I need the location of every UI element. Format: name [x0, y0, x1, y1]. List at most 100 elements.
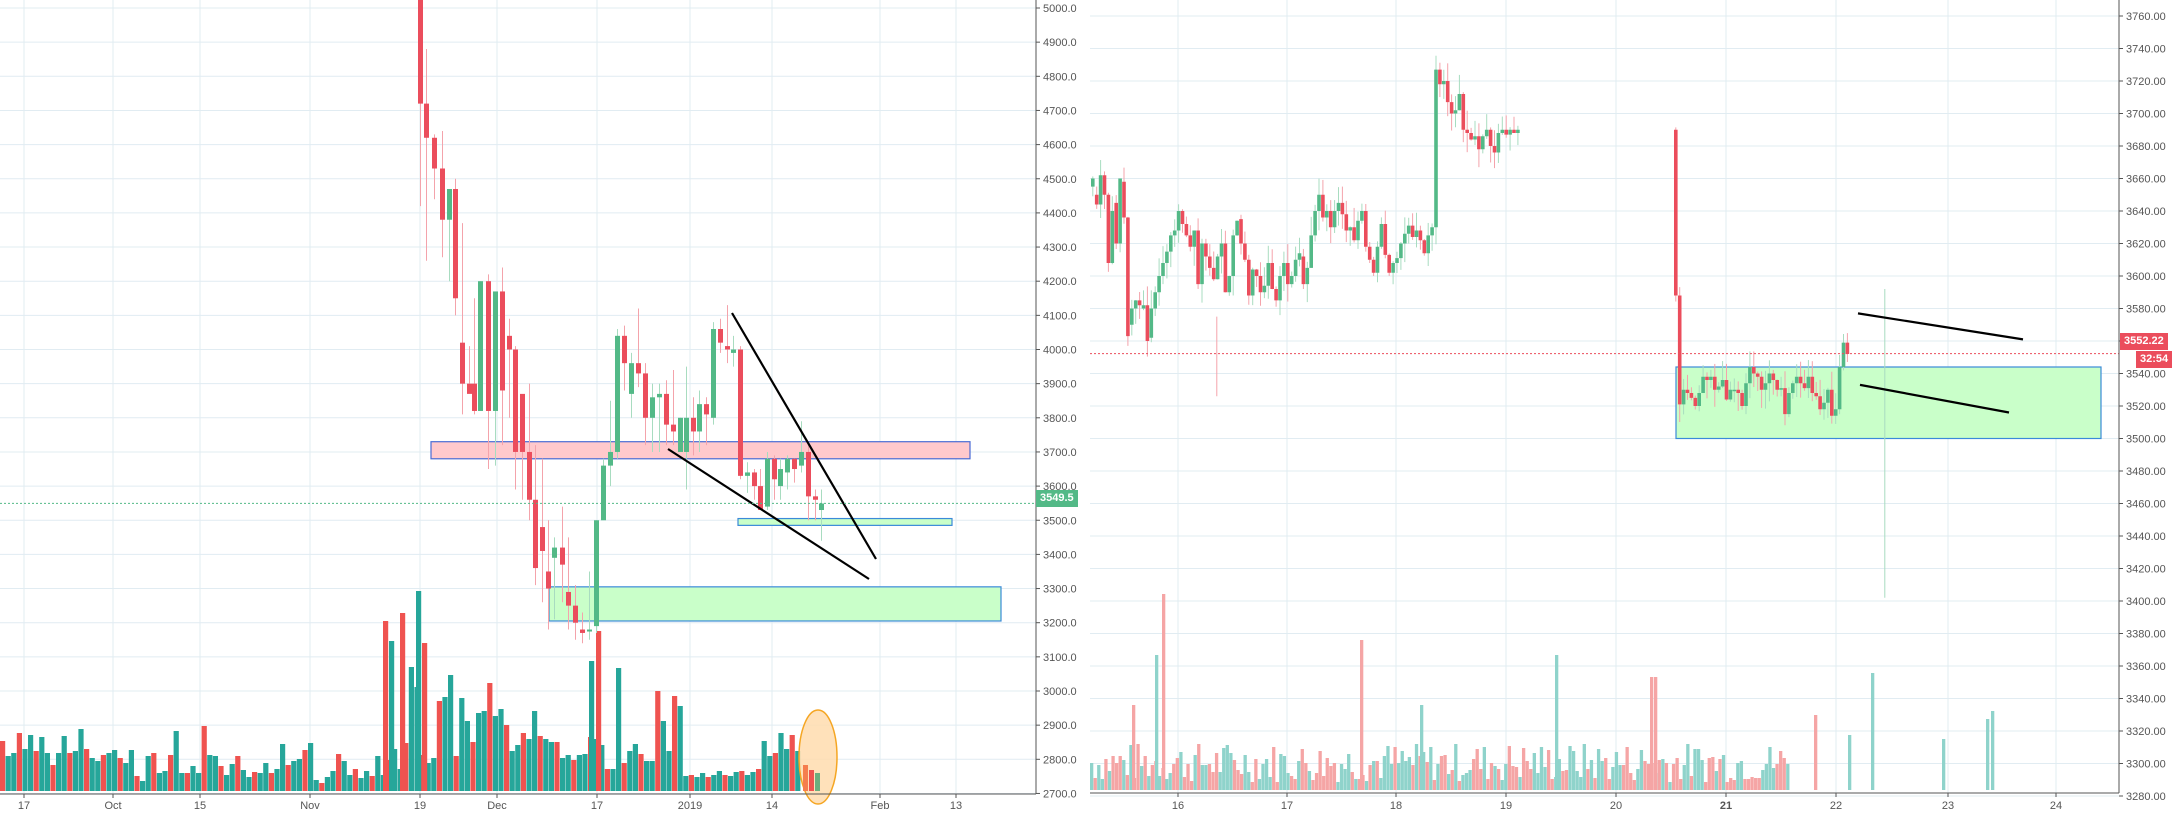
volume-bar — [1222, 748, 1226, 790]
volume-bar — [1500, 780, 1504, 790]
volume-bar — [1429, 747, 1433, 790]
volume-bar — [1486, 779, 1490, 790]
candle-body — [1172, 230, 1177, 236]
right-chart-pane[interactable]: 3760.00 3740.00 3720.00 3700.00 3680.00 3660.… — [1090, 0, 2176, 818]
volume-bar — [1671, 764, 1676, 790]
price-tick-label: 3500.00 — [2126, 434, 2166, 446]
left-candlestick-chart[interactable]: 5000.0 4900.0 4800.0 4700.0 4600.0 4500.0 4400… — [0, 0, 1090, 818]
price-tick-label: 2700.0 — [1043, 788, 1077, 800]
candle-body — [1106, 194, 1111, 263]
volume-bar — [1272, 747, 1276, 790]
time-tick-label: 17 — [18, 800, 30, 812]
candle-body — [1705, 376, 1709, 380]
volume-bar — [1629, 773, 1633, 790]
left-candles — [418, 0, 824, 644]
volume-bar — [1507, 746, 1511, 790]
candle-body — [1141, 305, 1146, 309]
volume-bar — [1143, 756, 1147, 790]
volume-bar — [268, 773, 274, 791]
price-tick-label: 4400.0 — [1043, 208, 1077, 220]
volume-bar — [1555, 655, 1559, 790]
candle-body — [1481, 136, 1485, 150]
volume-bar — [1132, 705, 1136, 790]
volume-bar — [789, 735, 795, 791]
candle-body — [1098, 175, 1103, 205]
volume-bar — [1404, 761, 1408, 790]
volume-bar — [1471, 759, 1476, 790]
left-chart-pane[interactable]: 5000.0 4900.0 4800.0 4700.0 4600.0 4500.0 4400… — [0, 0, 1090, 818]
volume-bar — [252, 772, 258, 791]
volume-bar — [1357, 779, 1362, 790]
right-candlestick-chart[interactable]: 3760.00 3740.00 3720.00 3700.00 3680.00 3660.… — [1090, 0, 2176, 818]
candle-body — [704, 404, 709, 415]
volume-bar — [1479, 769, 1483, 790]
candle-body — [1674, 129, 1678, 296]
price-tick-label: 3380.00 — [2126, 629, 2166, 641]
candle-body — [1297, 253, 1302, 260]
volume-bar — [1711, 757, 1715, 790]
candle-body — [745, 472, 750, 476]
time-tick-label: 18 — [1390, 800, 1402, 812]
candle-body — [697, 404, 702, 432]
time-tick-label: 15 — [194, 800, 206, 812]
volume-bar — [1293, 779, 1297, 790]
candle-body — [1196, 230, 1200, 285]
candle-body — [1293, 259, 1298, 276]
volume-bar — [1654, 677, 1658, 790]
time-tick-label: 17 — [591, 800, 603, 812]
candle-body — [520, 393, 525, 452]
price-tick-label: 3720.00 — [2126, 76, 2166, 88]
candle-body — [1716, 386, 1721, 390]
volume-bar — [173, 731, 179, 791]
price-tick-label: 2900.0 — [1043, 720, 1077, 732]
volume-bar — [1322, 776, 1326, 790]
volume-bar — [638, 754, 644, 791]
volume-bar — [1525, 761, 1529, 790]
volume-bar — [660, 721, 666, 791]
volume-bar — [767, 756, 773, 791]
volume-bar — [1743, 779, 1747, 790]
volume-bar — [1368, 765, 1372, 790]
volume-bar — [1514, 767, 1519, 790]
volume-bar — [565, 755, 571, 791]
candle-body — [447, 188, 452, 220]
price-tick-label: 3740.00 — [2126, 44, 2166, 56]
candle-body — [671, 424, 676, 432]
price-tick-label: 4100.0 — [1043, 310, 1077, 322]
volume-bar — [1489, 763, 1494, 790]
candle-body — [785, 458, 790, 473]
volume-bar — [1339, 764, 1344, 790]
price-tick-label: 3400.00 — [2126, 596, 2166, 608]
price-tick-label: 3200.0 — [1043, 618, 1077, 630]
candle-body — [1266, 263, 1271, 286]
support-zone-large-rect — [548, 586, 1002, 622]
candle-body — [1215, 256, 1220, 280]
volume-bar — [1757, 778, 1761, 790]
volume-bar — [1318, 751, 1322, 790]
volume-bar — [56, 753, 62, 791]
candle-body — [718, 329, 723, 343]
price-tick-label: 3540.00 — [2126, 369, 2166, 381]
volume-bar — [1986, 719, 1990, 790]
volume-bar — [1586, 769, 1590, 790]
volume-bar — [212, 756, 218, 791]
candle-body — [493, 291, 498, 411]
volume-bar — [145, 756, 151, 791]
volume-bar — [313, 780, 319, 791]
volume-bar — [1604, 758, 1608, 790]
volume-bar — [1111, 756, 1115, 790]
volume-bar — [621, 763, 627, 791]
price-tick-label: 3300.00 — [2126, 759, 2166, 771]
volume-bar — [1625, 747, 1629, 790]
volume-bar — [201, 726, 207, 791]
volume-bar — [526, 739, 532, 791]
time-tick-label: 2019 — [678, 800, 702, 812]
candle-body — [615, 335, 620, 452]
candle-body — [657, 393, 662, 398]
volume-bar — [1350, 772, 1354, 790]
volume-bar — [1621, 765, 1626, 790]
candle-body — [453, 188, 458, 299]
time-tick-label: 13 — [950, 800, 962, 812]
volume-bar — [1461, 775, 1465, 790]
candle-body — [1449, 102, 1454, 114]
